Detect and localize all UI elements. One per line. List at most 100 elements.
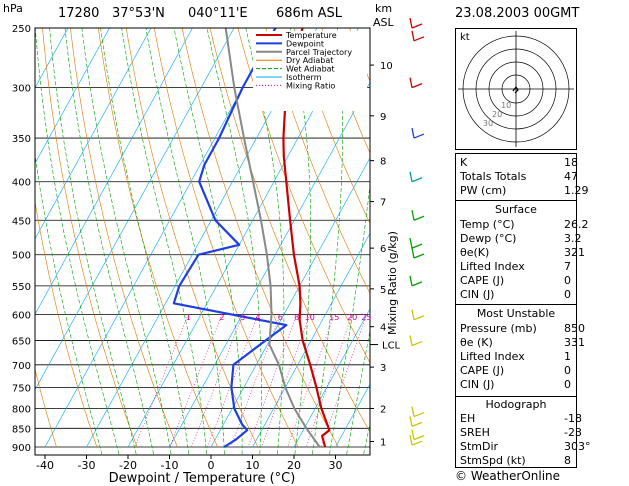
dry-adiabat-line xyxy=(35,368,57,448)
wet-adiabat-line xyxy=(206,28,262,455)
dry-adiabat-line xyxy=(98,28,218,448)
surface-label: CAPE (J) xyxy=(460,274,505,287)
wet-adiabat-line xyxy=(312,28,343,455)
wind-barb xyxy=(411,127,415,139)
legend-entry: Mixing Ratio xyxy=(286,81,335,90)
mixing-ratio-line xyxy=(287,314,335,448)
dry-adiabat-line xyxy=(153,28,299,448)
mixing-ratio-label: 10 xyxy=(305,313,315,322)
station-elevation: 686m ASL xyxy=(276,6,342,21)
dry-adiabat-line xyxy=(209,28,370,433)
wet-adiabat-line xyxy=(35,152,103,455)
pressure-tick-label: 250 xyxy=(12,24,31,35)
mixing-ratio-label: 20 xyxy=(347,313,357,322)
km-tick-label: 9 xyxy=(380,112,386,123)
index-value-k: 18 xyxy=(564,156,578,169)
km-tick-label: 3 xyxy=(380,363,386,374)
km-tick-label: 7 xyxy=(380,198,386,209)
wind-barb xyxy=(411,421,423,427)
mixing-ratio-line xyxy=(247,314,297,448)
wind-barb xyxy=(409,335,413,346)
mixing-ratio-line xyxy=(169,314,223,448)
wet-adiabat-line xyxy=(100,28,190,455)
most-unstable-label: Lifted Index xyxy=(460,350,525,363)
surface-value: 7 xyxy=(564,260,571,273)
most-unstable-value: 850 xyxy=(564,322,585,335)
hodograph-stats-title: Hodograph xyxy=(485,398,547,411)
wet-adiabat-line xyxy=(145,28,225,455)
hodograph-stats-value: 303° xyxy=(564,440,591,453)
km-tick-label: 5 xyxy=(380,285,386,296)
mixing-ratio-label: 3 xyxy=(240,313,245,322)
hodograph-stats-label: SREH xyxy=(460,426,490,439)
wind-barb xyxy=(409,17,413,29)
wind-barb xyxy=(409,171,413,182)
wet-adiabat-line xyxy=(173,28,243,455)
copyright-footer: © WeatherOnline xyxy=(455,469,561,483)
pressure-tick-label: 750 xyxy=(12,383,31,394)
wind-barb xyxy=(411,406,415,417)
most-unstable-value: 1 xyxy=(564,350,571,363)
hodograph-panel: kt 10 20 30 xyxy=(455,28,577,150)
legend-entry: Isotherm xyxy=(286,73,322,82)
wet-adiabat-line xyxy=(81,28,172,455)
isotherm-line xyxy=(35,28,235,391)
surface-title: Surface xyxy=(495,203,537,216)
wet-adiabat-line xyxy=(245,28,285,455)
wind-barb xyxy=(411,281,423,287)
surface-value: 3.2 xyxy=(564,232,582,245)
hodograph-stats-value: -18 xyxy=(564,412,582,425)
legend-entry: Parcel Trajectory xyxy=(286,48,352,57)
wind-barb xyxy=(413,133,425,139)
isotherm-line xyxy=(293,308,370,448)
asl-label: ASL xyxy=(373,16,394,29)
wind-barb xyxy=(409,77,413,88)
surface-value: 321 xyxy=(564,246,585,259)
km-tick-label: 1 xyxy=(380,438,386,449)
surface-label: Dewp (°C) xyxy=(460,232,517,245)
hodograph-stats-value: -23 xyxy=(564,426,582,439)
lcl-label: LCL xyxy=(382,341,401,352)
pressure-tick-label: 900 xyxy=(12,443,31,454)
km-tick-label: 2 xyxy=(380,404,386,415)
dry-adiabat-line xyxy=(321,28,370,154)
wind-barb xyxy=(411,83,423,89)
dry-adiabat-line xyxy=(35,200,98,448)
x-tick-label: -40 xyxy=(36,459,54,472)
x-tick-label: 30 xyxy=(329,459,343,472)
hodograph-stats-value: 8 xyxy=(564,454,571,467)
km-tick-label: 10 xyxy=(380,61,393,72)
pressure-tick-label: 700 xyxy=(12,361,31,372)
date-time: 23.08.2003 00GMT xyxy=(455,6,580,21)
x-tick-label: -10 xyxy=(161,459,179,472)
pressure-tick-label: 300 xyxy=(12,84,31,95)
separator xyxy=(456,304,576,305)
wind-barb xyxy=(411,210,415,221)
wind-barb xyxy=(411,309,415,320)
mixing-ratio-label: 1 xyxy=(186,313,191,322)
dry-adiabat-line xyxy=(237,28,370,364)
most-unstable-value: 0 xyxy=(564,364,571,377)
wet-adiabat-line xyxy=(49,28,137,455)
hodograph-ring-label: 20 xyxy=(492,110,502,119)
hodograph-stats-label: EH xyxy=(460,412,476,425)
mixing-ratio-line xyxy=(191,314,243,448)
wind-barb xyxy=(413,435,425,441)
index-value-tt: 47 xyxy=(564,170,578,183)
wind-barb xyxy=(413,215,425,221)
isotherm-line xyxy=(35,28,193,315)
hodograph-ring-label: 30 xyxy=(483,119,493,128)
hodograph-ring xyxy=(475,48,557,130)
mixing-ratio-label: 2 xyxy=(219,313,224,322)
pressure-tick-label: 650 xyxy=(12,337,31,348)
dry-adiabat-line xyxy=(181,28,339,448)
isotherm-line xyxy=(35,28,152,240)
hodograph-ring-label: 10 xyxy=(501,101,511,110)
dry-adiabat-line xyxy=(265,28,370,294)
wind-barb xyxy=(411,177,423,183)
dry-adiabat-line xyxy=(293,28,370,225)
hodograph-stats-label: StmDir xyxy=(460,440,499,453)
most-unstable-value: 0 xyxy=(564,378,571,391)
